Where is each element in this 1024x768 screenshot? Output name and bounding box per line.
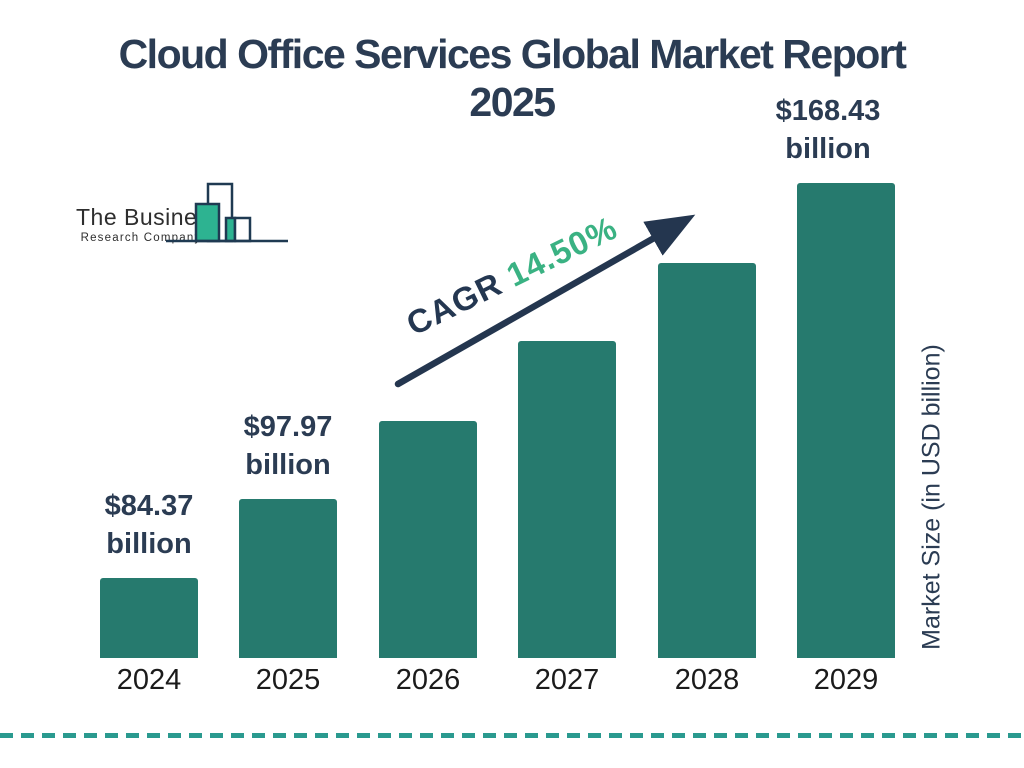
bar-2024 <box>100 578 198 658</box>
value-label-2029: $168.43 billion <box>775 95 881 165</box>
x-tick-2025: 2025 <box>255 664 321 696</box>
bar-2025 <box>239 499 337 658</box>
x-tick-2028: 2028 <box>674 664 740 696</box>
value-label-2025: $97.97 billion <box>243 411 333 481</box>
x-tick-2026: 2026 <box>395 664 461 696</box>
bottom-dashed-line <box>0 733 1024 738</box>
x-tick-2029: 2029 <box>813 664 879 696</box>
bar-2026 <box>379 421 477 658</box>
bar-2029 <box>797 183 895 658</box>
chart-title-line1: Cloud Office Services Global Market Repo… <box>118 31 907 77</box>
chart-title-line2: 2025 <box>469 79 556 125</box>
x-tick-2024: 2024 <box>116 664 182 696</box>
chart-title: Cloud Office Services Global Market Repo… <box>0 30 1024 126</box>
bar-chart-logo-icon <box>166 182 288 243</box>
bar-2028 <box>658 263 756 658</box>
company-logo: The Business Research Company <box>76 178 291 248</box>
x-tick-2027: 2027 <box>534 664 600 696</box>
value-label-2024: $84.37 billion <box>104 490 194 560</box>
bar-2027 <box>518 341 616 658</box>
y-axis-label: Market Size (in USD billion) <box>917 344 946 650</box>
